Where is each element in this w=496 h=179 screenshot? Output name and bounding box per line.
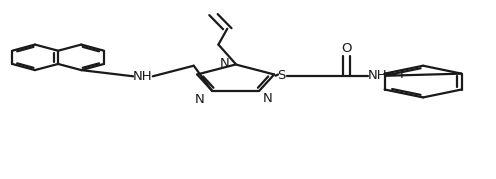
Text: NH: NH (368, 69, 387, 82)
Text: I: I (399, 68, 403, 81)
Text: NH: NH (133, 70, 153, 83)
Text: N: N (220, 57, 230, 70)
Text: N: N (195, 93, 205, 106)
Text: O: O (341, 42, 352, 55)
Text: S: S (277, 69, 286, 82)
Text: N: N (262, 92, 272, 105)
